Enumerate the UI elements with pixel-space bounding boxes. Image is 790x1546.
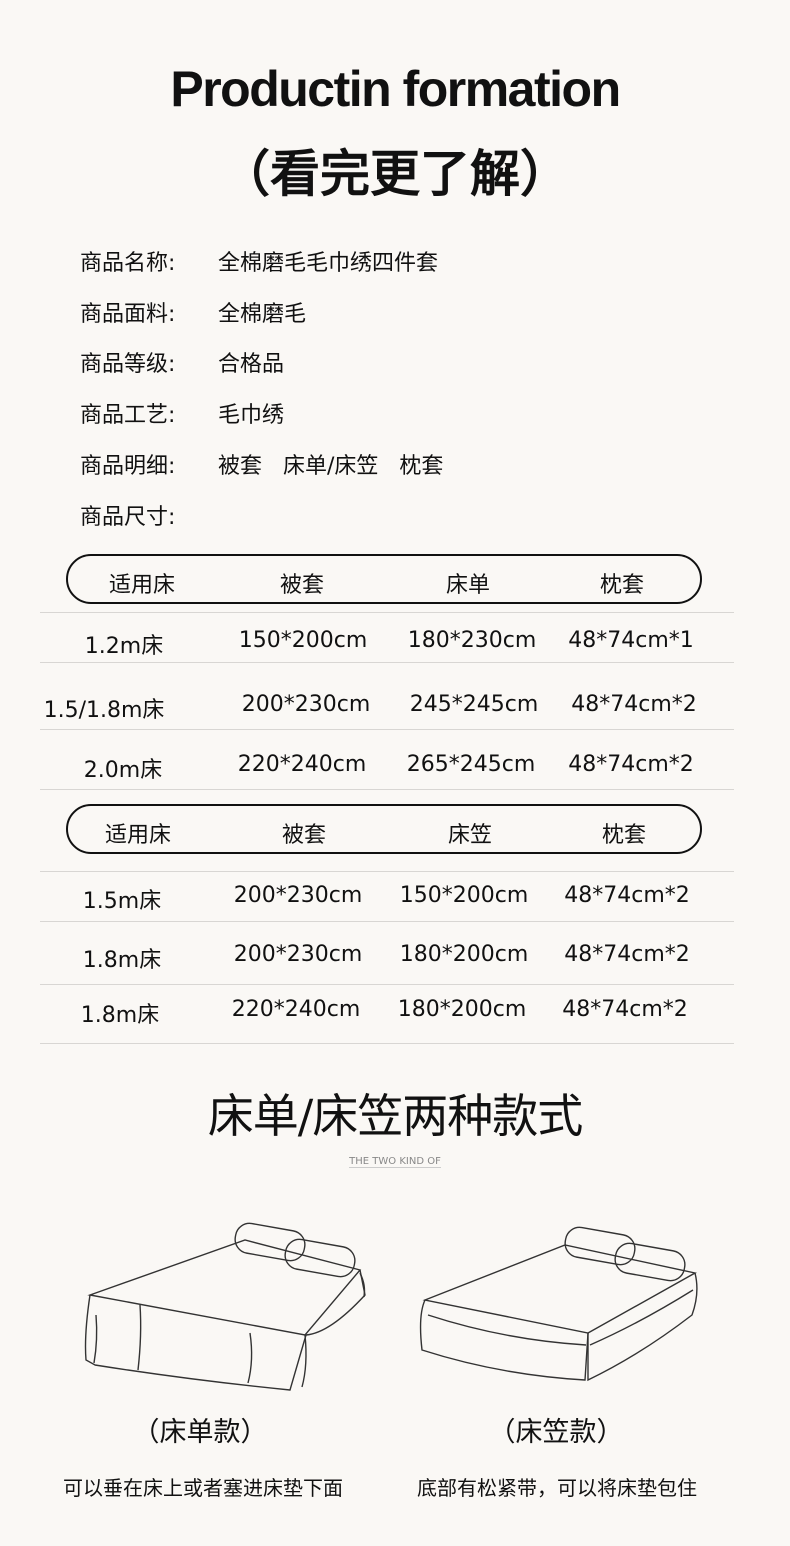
info-label: 商品名称:	[80, 251, 176, 276]
table-cell: 1.2m床	[84, 634, 164, 659]
info-value: 合格品	[218, 352, 285, 377]
table-cell: 150*200cm	[238, 628, 368, 653]
table-cell: 1.5/1.8m床	[43, 698, 165, 723]
table-cell: 180*200cm	[399, 942, 529, 967]
table-header-pill	[66, 804, 702, 854]
table-header-cell: 适用床	[108, 573, 176, 598]
table-cell: 180*230cm	[407, 628, 537, 653]
flat-sheet-caption: 可以垂在床上或者塞进床垫下面	[63, 1476, 343, 1500]
table-divider	[40, 789, 734, 790]
table-cell: 2.0m床	[83, 758, 163, 783]
info-value: 全棉磨毛	[218, 302, 307, 327]
table-cell: 245*245cm	[409, 692, 539, 717]
table-divider	[40, 984, 734, 985]
table-header-cell: 枕套	[599, 573, 645, 598]
fitted-sheet-bed-illustration	[419, 1226, 698, 1382]
table-cell: 265*245cm	[406, 752, 536, 777]
page-title: Productin formation	[170, 61, 621, 117]
table-cell: 48*74cm*2	[564, 883, 690, 908]
info-label: 商品工艺:	[80, 403, 176, 428]
flat-sheet-bed-illustration	[84, 1222, 366, 1391]
table-cell: 48*74cm*2	[571, 692, 697, 717]
table-divider	[40, 612, 734, 613]
table-header-cell: 枕套	[601, 823, 647, 848]
table-cell: 48*74cm*2	[568, 752, 694, 777]
table-header-cell: 适用床	[104, 823, 172, 848]
table-header-cell: 被套	[281, 823, 327, 848]
section-subtitle: THE TWO KIND OF	[0, 1156, 790, 1168]
fitted-sheet-caption: 底部有松紧带，可以将床垫包住	[417, 1476, 697, 1500]
info-label: 商品面料:	[80, 302, 176, 327]
table-divider	[40, 921, 734, 922]
table-cell: 1.8m床	[82, 948, 162, 973]
table-cell: 48*74cm*2	[564, 942, 690, 967]
table-divider	[40, 729, 734, 730]
table-divider	[40, 662, 734, 663]
info-label: 商品明细:	[80, 454, 176, 479]
table-cell: 48*74cm*1	[568, 628, 694, 653]
table-cell: 1.8m床	[80, 1003, 160, 1028]
table-header-pill	[66, 554, 702, 604]
table-cell: 150*200cm	[399, 883, 529, 908]
section-subtitle-text: THE TWO KIND OF	[349, 1156, 441, 1168]
table-cell: 180*200cm	[397, 997, 527, 1022]
table-header-cell: 床单	[445, 573, 491, 598]
table-cell: 200*230cm	[241, 692, 371, 717]
section-title: 床单/床笠两种款式	[207, 1089, 584, 1143]
fitted-sheet-label: （床笠款）	[488, 1417, 624, 1448]
table-cell: 200*230cm	[233, 883, 363, 908]
table-divider	[40, 871, 734, 872]
info-value: 毛巾绣	[218, 403, 285, 428]
table-header-cell: 被套	[279, 573, 325, 598]
table-cell: 200*230cm	[233, 942, 363, 967]
table-cell: 220*240cm	[231, 997, 361, 1022]
table-cell: 48*74cm*2	[562, 997, 688, 1022]
page-subtitle: （看完更了解）	[220, 145, 570, 203]
table-divider	[40, 1043, 734, 1044]
info-label: 商品尺寸:	[80, 505, 176, 530]
info-label: 商品等级:	[80, 352, 176, 377]
info-value: 全棉磨毛毛巾绣四件套	[218, 251, 439, 276]
table-cell: 220*240cm	[237, 752, 367, 777]
table-cell: 1.5m床	[82, 889, 162, 914]
info-value: 被套 床单/床笠 枕套	[218, 454, 444, 479]
flat-sheet-label: （床单款）	[132, 1417, 268, 1448]
table-header-cell: 床笠	[447, 823, 493, 848]
